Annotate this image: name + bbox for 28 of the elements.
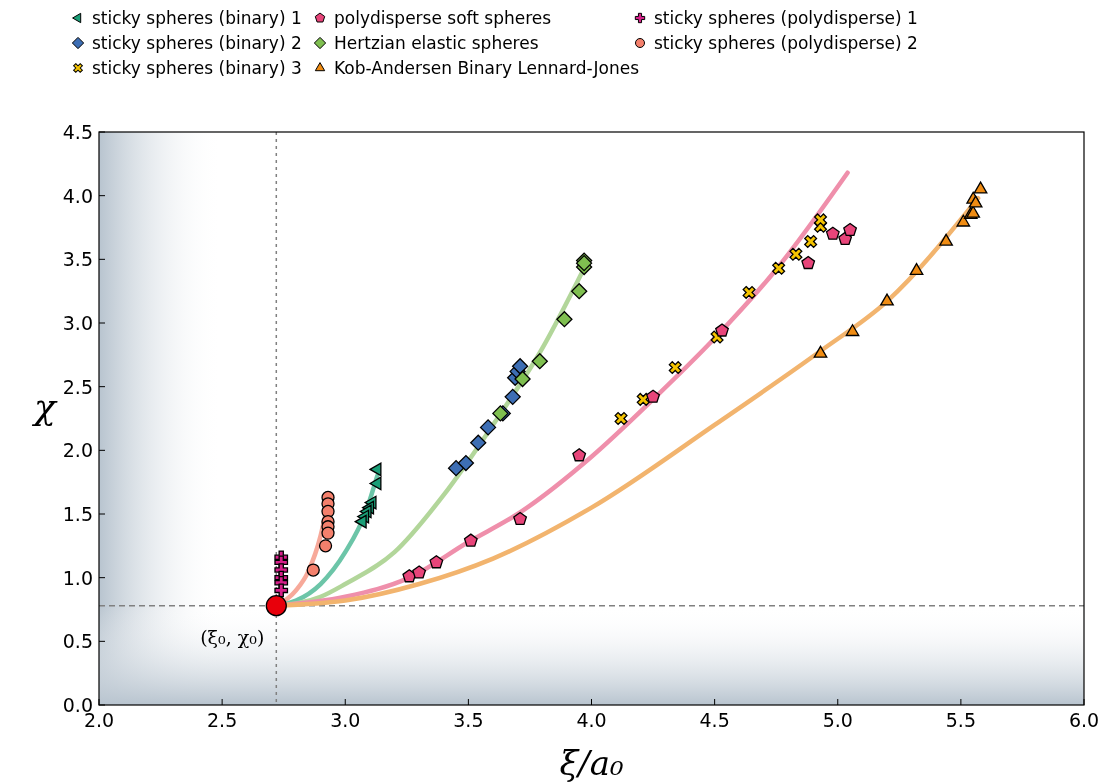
x-tick-label: 3.0 <box>330 709 361 731</box>
legend-label: sticky spheres (binary) 3 <box>92 58 302 78</box>
y-tick-label: 2.5 <box>62 375 93 398</box>
y-tick-label: 3.0 <box>62 312 93 334</box>
legend-label: Hertzian elastic spheres <box>334 33 539 53</box>
y-tick-label: 0.5 <box>62 630 93 653</box>
y-tick-label: 4.5 <box>62 121 93 143</box>
legend-label: sticky spheres (polydisperse) 1 <box>654 8 918 28</box>
legend-label: sticky spheres (binary) 1 <box>92 8 302 28</box>
x-tick-label: 5.0 <box>822 709 853 731</box>
annotation: (ξ₀, χ₀) <box>200 625 265 648</box>
x-tick-label: 6.0 <box>1068 709 1100 731</box>
x-axis-title: ξ/a₀ <box>559 743 624 783</box>
legend-label: sticky spheres (polydisperse) 2 <box>654 33 918 53</box>
y-tick-label: 4.0 <box>62 184 93 207</box>
y-tick-label: 1.5 <box>62 503 93 525</box>
legend-label: Kob-Andersen Binary Lennard-Jones <box>334 58 640 78</box>
x-tick-label: 5.5 <box>945 709 976 731</box>
legend-label: sticky spheres (binary) 2 <box>92 33 302 53</box>
y-tick-label: 2.0 <box>62 439 93 462</box>
x-tick-label: 3.5 <box>453 709 484 731</box>
legend-label: polydisperse soft spheres <box>334 8 552 28</box>
x-tick-label: 4.5 <box>699 709 730 731</box>
y-tick-label: 1.0 <box>62 566 93 589</box>
y-axis-title: χ <box>31 385 59 427</box>
x-tick-label: 4.0 <box>576 709 607 731</box>
y-tick-label: 3.5 <box>62 248 93 271</box>
x-tick-label: 2.5 <box>207 709 238 731</box>
